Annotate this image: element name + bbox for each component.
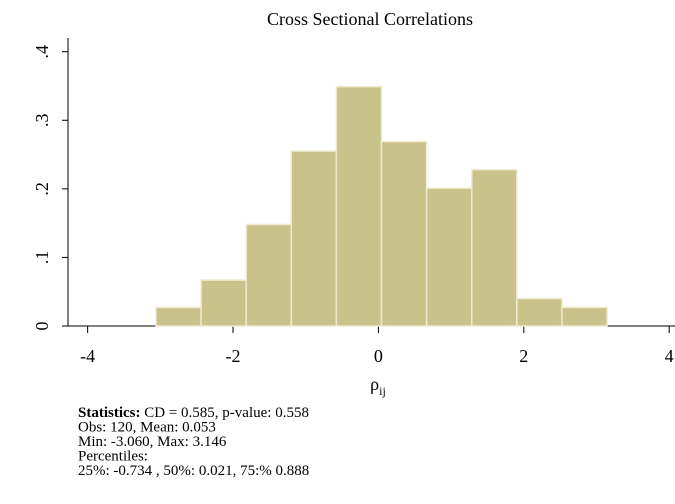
- chart-title: Cross Sectional Correlations: [267, 9, 473, 29]
- x-tick-label: 4: [665, 346, 674, 366]
- bar: [335, 85, 383, 327]
- x-tick-label: 0: [374, 346, 383, 366]
- bar: [290, 150, 338, 327]
- stats-label: Statistics:: [78, 405, 141, 421]
- bar: [245, 223, 293, 327]
- y-tick-label: .3: [32, 114, 52, 128]
- x-tick-label: -2: [226, 346, 241, 366]
- stats-line: 25%: -0.734 , 50%: 0.021, 75:% 0.888: [78, 463, 309, 479]
- stats-line: Min: -3.060, Max: 3.146: [78, 434, 227, 450]
- y-tick-label: 0: [32, 322, 52, 331]
- stats-line: Percentiles:: [78, 449, 148, 465]
- bar: [561, 306, 608, 327]
- x-axis-label: ρij: [370, 374, 386, 398]
- y-tick-label: .4: [32, 45, 52, 59]
- bar: [471, 168, 518, 327]
- stats-line: Obs: 120, Mean: 0.053: [78, 420, 216, 436]
- bar: [380, 140, 428, 327]
- bar: [200, 279, 247, 327]
- x-label-symbol: ρ: [370, 374, 379, 394]
- x-label-subscript: ij: [379, 384, 386, 398]
- x-tick-label: -4: [80, 346, 95, 366]
- bar: [516, 297, 563, 327]
- y-tick-label: .1: [32, 251, 52, 265]
- stats-line: Statistics: CD = 0.585, p-value: 0.558: [78, 405, 309, 421]
- stats-text: CD = 0.585, p-value: 0.558: [144, 405, 309, 421]
- y-tick-label: .2: [32, 182, 52, 196]
- bar: [155, 306, 202, 327]
- bar: [425, 187, 473, 327]
- x-tick-label: 2: [519, 346, 528, 366]
